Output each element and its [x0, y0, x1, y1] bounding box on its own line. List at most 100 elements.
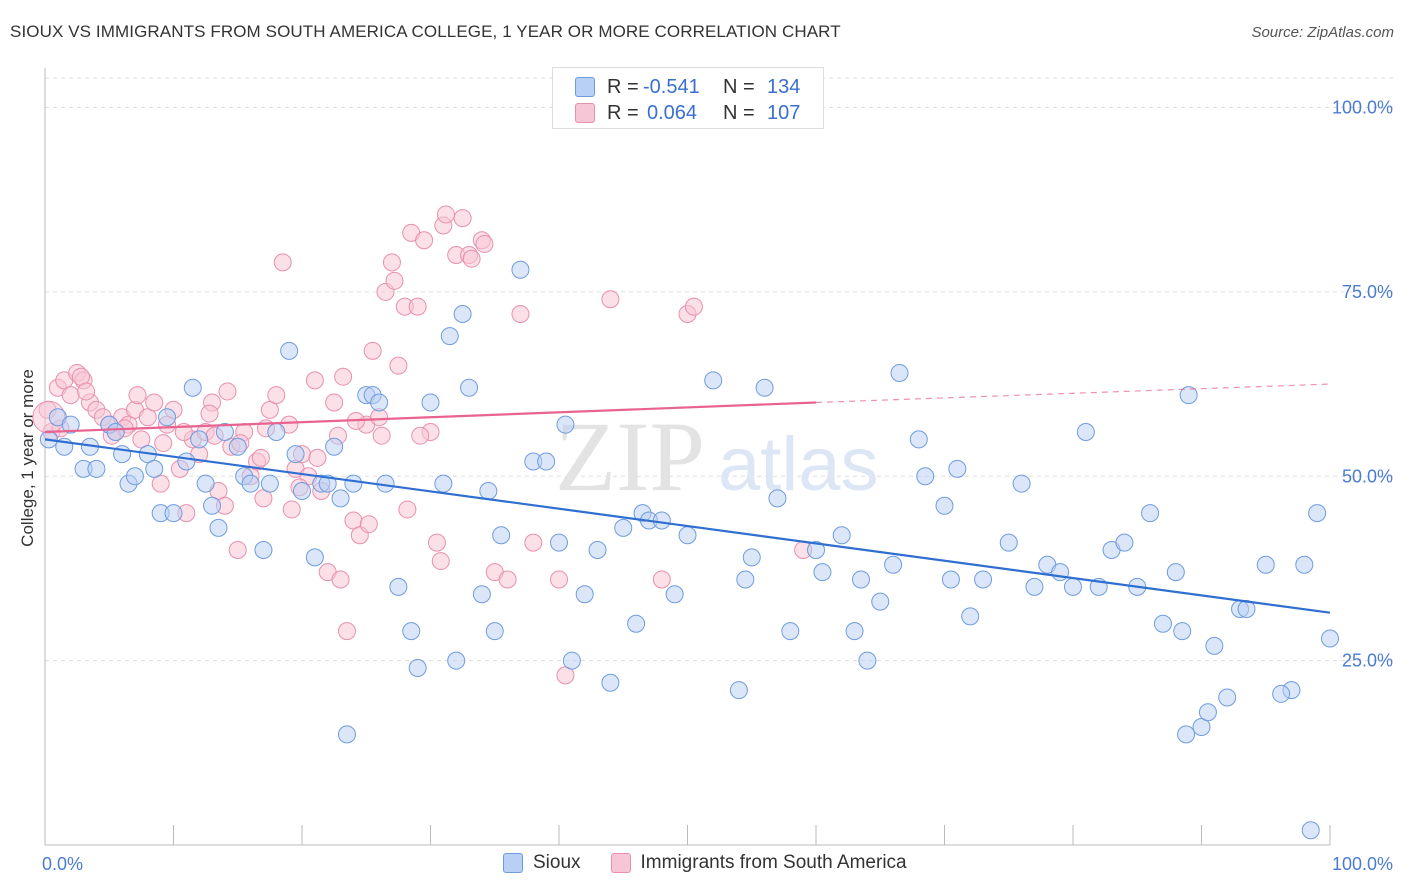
data-point-sioux	[813, 563, 832, 582]
trend-line-sioux	[44, 438, 1331, 614]
legend-n-label: N =	[723, 101, 755, 124]
data-point-sioux	[1173, 622, 1192, 641]
data-point-immigrants	[154, 434, 173, 453]
data-point-sioux	[209, 518, 228, 537]
data-point-sioux	[556, 415, 575, 434]
data-point-sioux	[241, 474, 260, 493]
data-point-immigrants	[273, 253, 292, 272]
legend-r-label: R =	[607, 75, 639, 98]
data-point-sioux	[1321, 629, 1339, 648]
legend-swatch-sioux	[503, 853, 523, 873]
data-point-sioux	[331, 489, 350, 508]
data-point-immigrants	[475, 234, 494, 253]
legend-swatch-immigrants	[610, 853, 631, 873]
legend-r-value-immigrants: 0.064	[647, 101, 698, 124]
data-point-sioux	[1301, 821, 1320, 840]
data-point-sioux	[485, 622, 504, 641]
data-point-immigrants	[337, 622, 356, 641]
data-point-immigrants	[308, 448, 327, 467]
data-point-immigrants	[325, 393, 344, 412]
data-point-immigrants	[128, 386, 147, 405]
data-point-sioux	[408, 659, 427, 677]
data-point-immigrants	[389, 356, 408, 375]
data-point-sioux	[935, 496, 954, 515]
data-point-sioux	[627, 614, 646, 633]
y-tick-label: 75.0%	[1342, 282, 1393, 302]
data-point-sioux	[453, 305, 472, 323]
data-point-sioux	[183, 378, 202, 397]
data-point-sioux	[1153, 614, 1172, 633]
legend-n-value-sioux: 134	[767, 75, 801, 98]
data-point-sioux	[1198, 703, 1217, 722]
data-point-sioux	[1076, 423, 1095, 441]
data-point-sioux	[260, 474, 279, 493]
data-point-immigrants	[427, 533, 446, 552]
data-point-sioux	[575, 585, 594, 604]
data-point-sioux	[974, 570, 993, 589]
data-point-immigrants	[498, 570, 517, 589]
data-point-sioux	[305, 548, 324, 567]
trend-line-immigrants	[44, 401, 817, 434]
data-point-immigrants	[382, 253, 401, 272]
legend-item-immigrants: Immigrants from South America	[610, 852, 907, 874]
data-point-sioux	[1256, 555, 1275, 574]
data-point-sioux	[652, 511, 671, 530]
series-legend: Sioux Immigrants from South America	[503, 852, 937, 874]
data-point-sioux	[402, 622, 421, 641]
data-point-sioux	[447, 651, 466, 670]
data-point-sioux	[948, 459, 967, 478]
legend-label-sioux: Sioux	[533, 852, 581, 873]
data-point-sioux	[601, 673, 620, 692]
data-point-sioux	[550, 533, 568, 552]
data-point-immigrants	[145, 393, 164, 412]
data-point-sioux	[267, 423, 286, 441]
data-point-sioux	[941, 570, 960, 589]
data-point-sioux	[196, 474, 215, 493]
data-point-sioux	[203, 496, 222, 515]
data-point-immigrants	[398, 500, 417, 519]
data-point-immigrants	[411, 426, 430, 445]
data-point-sioux	[177, 452, 196, 471]
data-point-sioux	[254, 541, 273, 559]
watermark: ZIP atlas	[555, 401, 879, 512]
data-point-immigrants	[431, 552, 450, 571]
data-point-sioux	[755, 378, 774, 397]
data-point-sioux	[871, 592, 890, 611]
data-point-sioux	[704, 371, 723, 390]
data-point-sioux	[511, 260, 530, 279]
data-point-sioux	[909, 430, 928, 449]
data-point-immigrants	[524, 533, 543, 552]
data-point-sioux	[87, 459, 106, 478]
data-point-immigrants	[385, 271, 404, 290]
data-point-sioux	[344, 474, 363, 493]
data-point-sioux	[588, 541, 607, 559]
data-point-sioux	[318, 474, 337, 493]
data-point-sioux	[729, 681, 748, 700]
data-point-sioux	[845, 622, 864, 641]
data-point-immigrants	[359, 515, 378, 534]
data-point-immigrants	[550, 570, 568, 589]
legend-row-sioux: R = -0.541 N = 134	[575, 75, 800, 99]
legend-label-immigrants: Immigrants from South America	[640, 852, 907, 873]
data-point-sioux	[858, 651, 877, 670]
legend-r-label: R =	[607, 101, 639, 124]
data-point-sioux	[472, 585, 491, 604]
data-point-sioux	[479, 482, 498, 500]
data-point-sioux	[434, 474, 453, 493]
data-point-immigrants	[305, 371, 324, 390]
data-point-immigrants	[61, 386, 80, 405]
data-point-sioux	[736, 570, 755, 589]
data-point-sioux	[106, 423, 125, 441]
y-tick-labels: 25.0% 50.0% 75.0% 100.0%	[1332, 98, 1393, 671]
data-point-immigrants	[684, 297, 703, 316]
data-point-immigrants	[415, 231, 434, 250]
data-point-sioux	[742, 548, 761, 567]
data-point-sioux	[1177, 725, 1196, 744]
data-point-sioux	[286, 445, 305, 464]
data-point-sioux	[807, 541, 825, 559]
series-sioux-points	[39, 260, 1339, 840]
data-point-immigrants	[282, 500, 301, 519]
data-point-sioux	[537, 452, 556, 471]
data-point-sioux	[492, 526, 511, 545]
data-point-sioux	[562, 651, 581, 670]
